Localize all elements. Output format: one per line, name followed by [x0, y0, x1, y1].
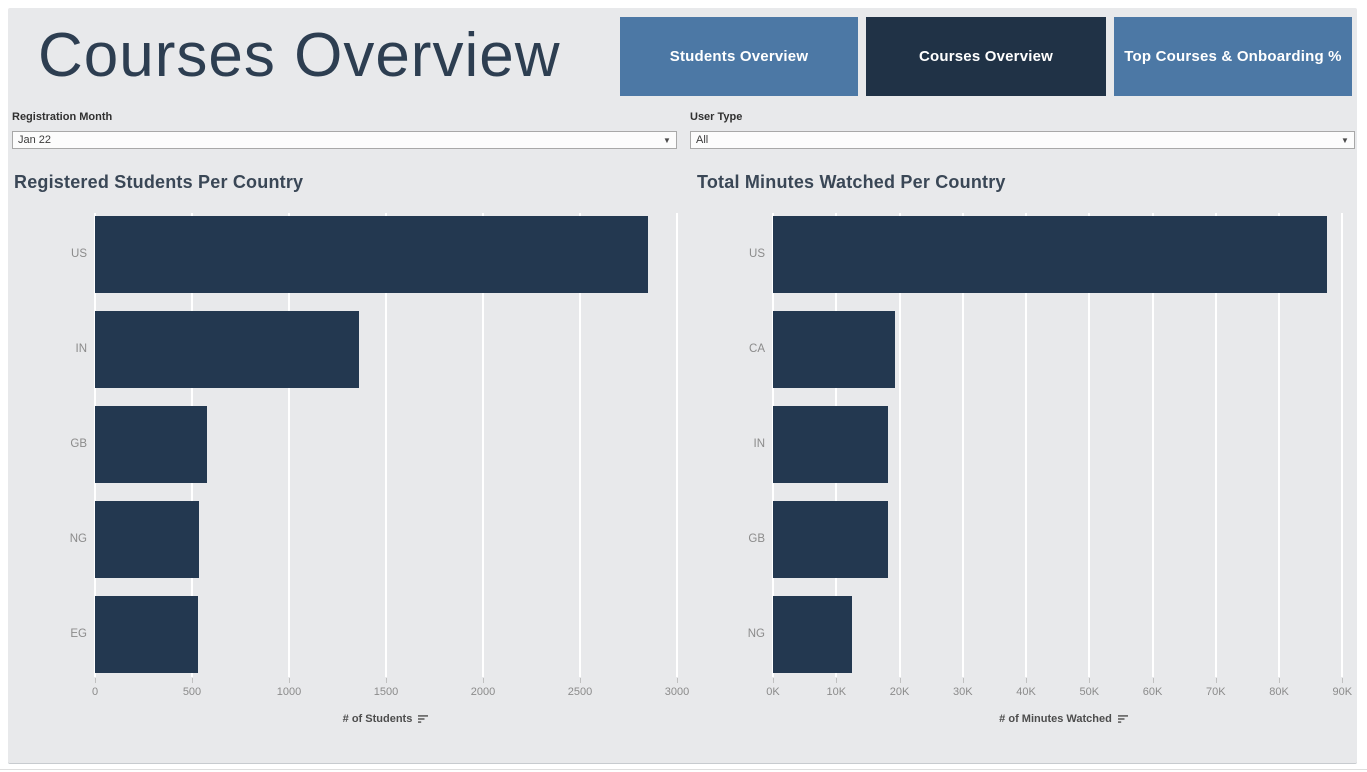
bar-ng[interactable]	[95, 501, 200, 578]
registration-month-value: Jan 22	[18, 134, 52, 146]
gridline	[385, 213, 387, 677]
axis-tick-label: 500	[182, 686, 202, 698]
right-chart-title: Total Minutes Watched Per Country	[697, 172, 1006, 192]
gridline	[482, 213, 484, 677]
axis-tick-label: 50K	[1079, 686, 1100, 698]
axis-tick	[483, 678, 484, 683]
gridline	[676, 213, 678, 677]
axis-tick-label: 0K	[766, 686, 780, 698]
axis-tick-label: 10K	[826, 686, 847, 698]
category-label[interactable]: US	[749, 247, 765, 260]
gridline	[1025, 213, 1028, 677]
gridline	[898, 213, 901, 677]
category-label[interactable]: EG	[70, 627, 87, 640]
bar-us[interactable]	[773, 216, 1327, 293]
axis-tick	[95, 678, 96, 683]
nav-button-top-courses-onboarding[interactable]: Top Courses & Onboarding %	[1114, 17, 1352, 96]
axis-tick-label: 2500	[567, 686, 593, 698]
category-label[interactable]: IN	[753, 437, 766, 450]
axis-tick-label: 70K	[1206, 686, 1226, 698]
sort-descending-icon[interactable]	[1117, 714, 1129, 724]
axis-tick-label: 60K	[1142, 686, 1163, 698]
axis-tick-label: 80K	[1269, 686, 1289, 698]
registration-month-dropdown[interactable]: Jan 22 ▼	[12, 131, 677, 149]
bottom-divider	[0, 769, 1367, 770]
axis-tick-label: 20K	[889, 686, 910, 698]
bar-in[interactable]	[773, 406, 889, 483]
axis-tick	[1342, 678, 1344, 683]
nav-button-label: Courses Overview	[918, 48, 1054, 65]
axis-title-text: # of Minutes Watched	[999, 713, 1112, 725]
user-type-label: User Type	[690, 111, 743, 123]
dropdown-arrow-icon[interactable]: ▼	[663, 135, 671, 145]
axis-tick	[192, 678, 193, 683]
category-label[interactable]: IN	[75, 342, 88, 355]
axis-tick	[289, 678, 290, 683]
bar-ng[interactable]	[773, 596, 853, 673]
bar-us[interactable]	[95, 216, 649, 293]
axis-tick	[1026, 678, 1028, 683]
left-axis-title: # of Students	[95, 713, 677, 725]
axis-tick-label: 0	[91, 686, 99, 698]
bar-gb[interactable]	[95, 406, 208, 483]
axis-tick	[677, 678, 678, 683]
gridline	[288, 213, 290, 677]
bar-ca[interactable]	[773, 311, 896, 388]
axis-tick	[836, 678, 838, 683]
axis-tick	[386, 678, 387, 683]
user-type-dropdown[interactable]: All ▼	[690, 131, 1355, 149]
category-label[interactable]: CA	[749, 342, 765, 355]
axis-tick	[962, 678, 964, 683]
axis-title-text: # of Students	[342, 713, 413, 725]
bar-in[interactable]	[95, 311, 359, 388]
category-label[interactable]: GB	[748, 532, 765, 545]
axis-tick-label: 30K	[952, 686, 973, 698]
axis-tick	[1215, 678, 1217, 683]
gridline	[961, 213, 964, 677]
gridline	[1278, 213, 1281, 677]
axis-tick-label: 2000	[470, 686, 496, 698]
nav-buttons: Students Overview Courses Overview Top C…	[620, 17, 1352, 96]
bar-eg[interactable]	[95, 596, 198, 673]
dashboard: Courses Overview Students Overview Cours…	[8, 8, 1357, 764]
category-label[interactable]: US	[71, 247, 87, 260]
right-axis-title: # of Minutes Watched	[773, 713, 1355, 725]
dropdown-arrow-icon[interactable]: ▼	[1341, 135, 1349, 145]
axis-tick	[773, 678, 774, 683]
axis-tick-label: 1000	[276, 686, 302, 698]
gridline	[1214, 213, 1217, 677]
bar-gb[interactable]	[773, 501, 888, 578]
gridline	[579, 213, 581, 677]
nav-button-courses-overview[interactable]: Courses Overview	[866, 17, 1106, 96]
registration-month-label: Registration Month	[12, 111, 113, 123]
page-title: Courses Overview	[38, 21, 561, 90]
gridline	[1151, 213, 1154, 677]
axis-tick	[1089, 678, 1091, 683]
axis-tick-label: 1500	[373, 686, 399, 698]
category-label[interactable]: NG	[747, 627, 765, 640]
sort-descending-icon[interactable]	[417, 714, 429, 724]
gridline	[1088, 213, 1091, 677]
axis-tick	[580, 678, 581, 683]
axis-tick	[899, 678, 901, 683]
axis-tick-label: 90K	[1332, 686, 1353, 698]
nav-button-label: Students Overview	[669, 48, 809, 65]
nav-button-students-overview[interactable]: Students Overview	[620, 17, 858, 96]
axis-tick-label: 40K	[1016, 686, 1036, 698]
gridline	[1341, 213, 1344, 677]
category-label[interactable]: GB	[70, 437, 87, 450]
axis-tick-label: 3000	[664, 686, 690, 698]
axis-tick	[1152, 678, 1154, 683]
left-chart-title: Registered Students Per Country	[14, 172, 304, 192]
axis-tick	[1279, 678, 1281, 683]
user-type-value: All	[696, 134, 709, 146]
nav-button-label: Top Courses & Onboarding %	[1124, 48, 1342, 65]
category-label[interactable]: NG	[69, 532, 87, 545]
